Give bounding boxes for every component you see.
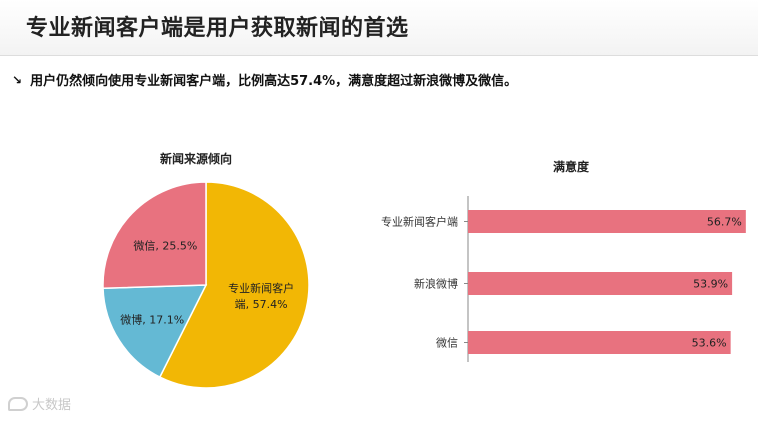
subtitle: ↘ 用户仍然倾向使用专业新闻客户端，比例高达57.4%，满意度超过新浪微博及微信… xyxy=(12,70,518,90)
pie-slice-label: 微信, 25.5% xyxy=(133,239,197,253)
bar-value-label: 53.9% xyxy=(693,278,728,291)
bar-category-label: 微信 xyxy=(436,336,458,350)
pie-slice xyxy=(102,284,208,379)
bar xyxy=(468,331,731,354)
title-band: 专业新闻客户端是用户获取新闻的首选 xyxy=(0,0,758,56)
pie-slice xyxy=(102,181,207,290)
subtitle-text: 用户仍然倾向使用专业新闻客户端，比例高达57.4%，满意度超过新浪微博及微信。 xyxy=(30,74,518,89)
bar-category-label: 新浪微博 xyxy=(414,277,458,291)
bar xyxy=(468,272,733,295)
pie-chart-title: 新闻来源倾向 xyxy=(160,152,233,166)
bar-category-label: 专业新闻客户端 xyxy=(381,215,458,229)
bar-value-label: 53.6% xyxy=(692,337,727,350)
pie-slice-label: 专业新闻客户端, 57.4% xyxy=(228,281,294,311)
bar-chart-title: 满意度 xyxy=(553,160,590,174)
arrow-down-right-icon: ↘ xyxy=(12,72,23,87)
watermark-text: 大数据 xyxy=(32,398,72,413)
watermark: 大数据 xyxy=(8,394,71,413)
bar xyxy=(468,210,746,233)
page-title: 专业新闻客户端是用户获取新闻的首选 xyxy=(26,16,409,41)
pie-slice-label: 微博, 17.1% xyxy=(120,312,184,326)
watermark-logo-icon xyxy=(8,396,28,411)
bar-value-label: 56.7% xyxy=(707,216,742,229)
pie-slice xyxy=(158,181,310,389)
